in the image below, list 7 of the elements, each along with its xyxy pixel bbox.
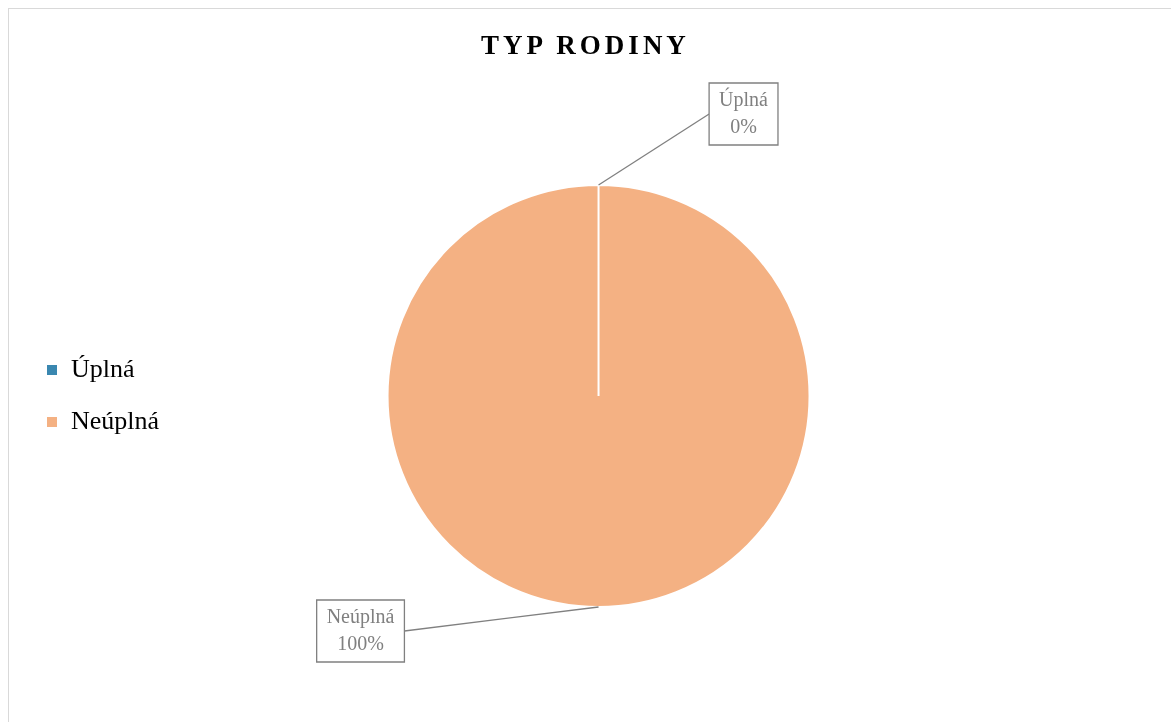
- text: 0%: [730, 115, 757, 138]
- slice-label: Neúplná: [326, 605, 395, 629]
- category-label: Úplná: [719, 88, 768, 111]
- legend-label: Úplná: [71, 353, 135, 383]
- legend-label: Neúplná: [71, 405, 160, 435]
- data-label: 100%: [337, 632, 384, 655]
- chart-title: TYP RODINY: [480, 30, 691, 61]
